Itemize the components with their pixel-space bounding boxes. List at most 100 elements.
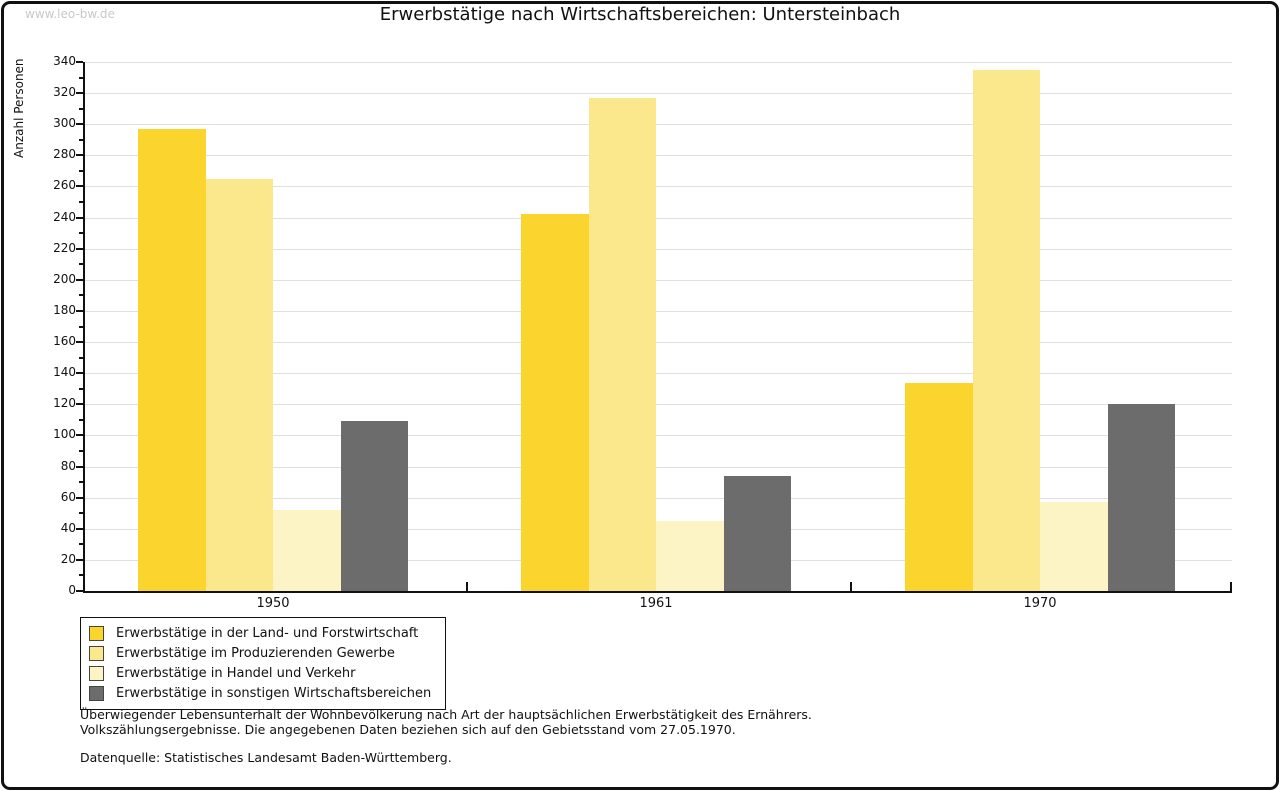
y-tick-label-0: 0 (68, 583, 76, 597)
bar-1970-series3 (1040, 502, 1108, 591)
legend-item-3: Erwerbstätige in Handel und Verkehr (89, 663, 437, 683)
bar-1950-series2 (205, 178, 273, 591)
y-minor-tick-30 (79, 543, 83, 546)
y-tick-60 (76, 496, 83, 499)
footnotes: Überwiegender Lebensunterhalt der Wohnbe… (80, 707, 812, 765)
y-tick-300 (76, 123, 83, 126)
y-minor-tick-270 (79, 169, 83, 172)
y-tick-260 (76, 185, 83, 188)
y-tick-120 (76, 403, 83, 406)
y-tick-label-220: 220 (53, 240, 76, 255)
gridline-240 (85, 217, 1232, 219)
legend-swatch-1 (89, 625, 104, 641)
y-tick-label-100: 100 (53, 427, 76, 442)
y-tick-320 (76, 92, 83, 95)
legend-item-2: Erwerbstätige im Produzierenden Gewerbe (89, 643, 437, 663)
gridline-160 (85, 342, 1232, 344)
y-minor-tick-90 (79, 449, 83, 452)
legend-swatch-4 (89, 685, 104, 701)
gridline-100 (85, 435, 1232, 437)
y-minor-tick-230 (79, 232, 83, 235)
legend-swatch-2 (89, 645, 104, 661)
gridline-300 (85, 124, 1232, 126)
y-tick-80 (76, 465, 83, 468)
y-tick-280 (76, 154, 83, 157)
bar-1961-series4 (723, 475, 791, 591)
y-minor-tick-110 (79, 418, 83, 421)
bar-1970-series1 (905, 382, 973, 591)
y-tick-label-280: 280 (53, 147, 76, 162)
gridline-280 (85, 155, 1232, 157)
y-tick-160 (76, 341, 83, 344)
legend-label-3: Erwerbstätige in Handel und Verkehr (116, 665, 356, 681)
y-tick-140 (76, 372, 83, 375)
y-tick-label-340: 340 (53, 54, 76, 68)
bar-1950-series1 (138, 128, 206, 591)
gridline-200 (85, 279, 1232, 281)
y-tick-label-120: 120 (53, 396, 76, 411)
y-minor-tick-250 (79, 201, 83, 204)
y-tick-label-260: 260 (53, 178, 76, 193)
x-separator-tick-2 (849, 582, 852, 591)
y-tick-label-60: 60 (60, 489, 76, 504)
legend-label-1: Erwerbstätige in der Land- und Forstwirt… (116, 625, 419, 641)
x-axis-line (83, 591, 1232, 593)
y-tick-label-320: 320 (53, 85, 76, 100)
bar-1961-series2 (588, 97, 656, 591)
y-tick-label-200: 200 (53, 271, 76, 286)
y-minor-tick-130 (79, 387, 83, 390)
bar-1961-series1 (521, 214, 589, 591)
data-source: Datenquelle: Statistisches Landesamt Bad… (80, 750, 452, 765)
y-tick-200 (76, 278, 83, 281)
footnote-line-2: Volkszählungsergebnisse. Die angegebenen… (80, 722, 736, 737)
y-minor-tick-50 (79, 512, 83, 515)
chart-title: Erwerbstätige nach Wirtschaftsbereichen:… (379, 4, 901, 25)
legend-swatch-3 (89, 665, 104, 681)
y-minor-tick-290 (79, 138, 83, 141)
y-minor-tick-10 (79, 574, 83, 577)
y-tick-label-180: 180 (53, 302, 76, 317)
y-minor-tick-210 (79, 263, 83, 266)
x-tick-label-1950: 1950 (256, 596, 290, 611)
watermark: www.leo-bw.de (25, 7, 115, 21)
gridline-80 (85, 466, 1232, 468)
gridline-220 (85, 248, 1232, 250)
y-minor-tick-170 (79, 325, 83, 328)
y-tick-label-20: 20 (60, 551, 76, 566)
y-tick-label-240: 240 (53, 209, 76, 224)
y-tick-20 (76, 558, 83, 561)
x-separator-tick-3 (1230, 582, 1232, 591)
y-minor-tick-150 (79, 356, 83, 359)
y-tick-340 (76, 61, 83, 63)
y-minor-tick-190 (79, 294, 83, 297)
gridline-320 (85, 93, 1232, 95)
footnote-line-1: Überwiegender Lebensunterhalt der Wohnbe… (80, 707, 812, 722)
legend-item-4: Erwerbstätige in sonstigen Wirtschaftsbe… (89, 683, 437, 703)
y-tick-240 (76, 216, 83, 219)
y-axis-line (83, 62, 85, 593)
bar-1970-series2 (972, 69, 1040, 591)
bar-1950-series3 (273, 510, 341, 591)
bar-1970-series4 (1107, 404, 1175, 591)
y-axis-title: Anzahl Personen (12, 58, 26, 158)
y-tick-label-80: 80 (60, 458, 76, 473)
gridline-60 (85, 497, 1232, 499)
y-tick-180 (76, 309, 83, 312)
y-minor-tick-70 (79, 481, 83, 484)
y-tick-label-300: 300 (53, 116, 76, 131)
x-tick-label-1970: 1970 (1023, 596, 1057, 611)
gridline-340 (85, 62, 1232, 63)
gridline-140 (85, 373, 1232, 375)
y-tick-label-40: 40 (60, 520, 76, 535)
gridline-120 (85, 404, 1232, 406)
y-tick-220 (76, 247, 83, 250)
y-tick-label-140: 140 (53, 365, 76, 380)
gridline-260 (85, 186, 1232, 188)
legend-label-4: Erwerbstätige in sonstigen Wirtschaftsbe… (116, 685, 432, 701)
x-separator-tick-1 (466, 582, 468, 591)
y-tick-40 (76, 527, 83, 530)
y-minor-tick-330 (79, 76, 83, 79)
legend-label-2: Erwerbstätige im Produzierenden Gewerbe (116, 645, 395, 661)
legend-box: Erwerbstätige in der Land- und Forstwirt… (80, 617, 446, 710)
plot-area (85, 62, 1232, 591)
